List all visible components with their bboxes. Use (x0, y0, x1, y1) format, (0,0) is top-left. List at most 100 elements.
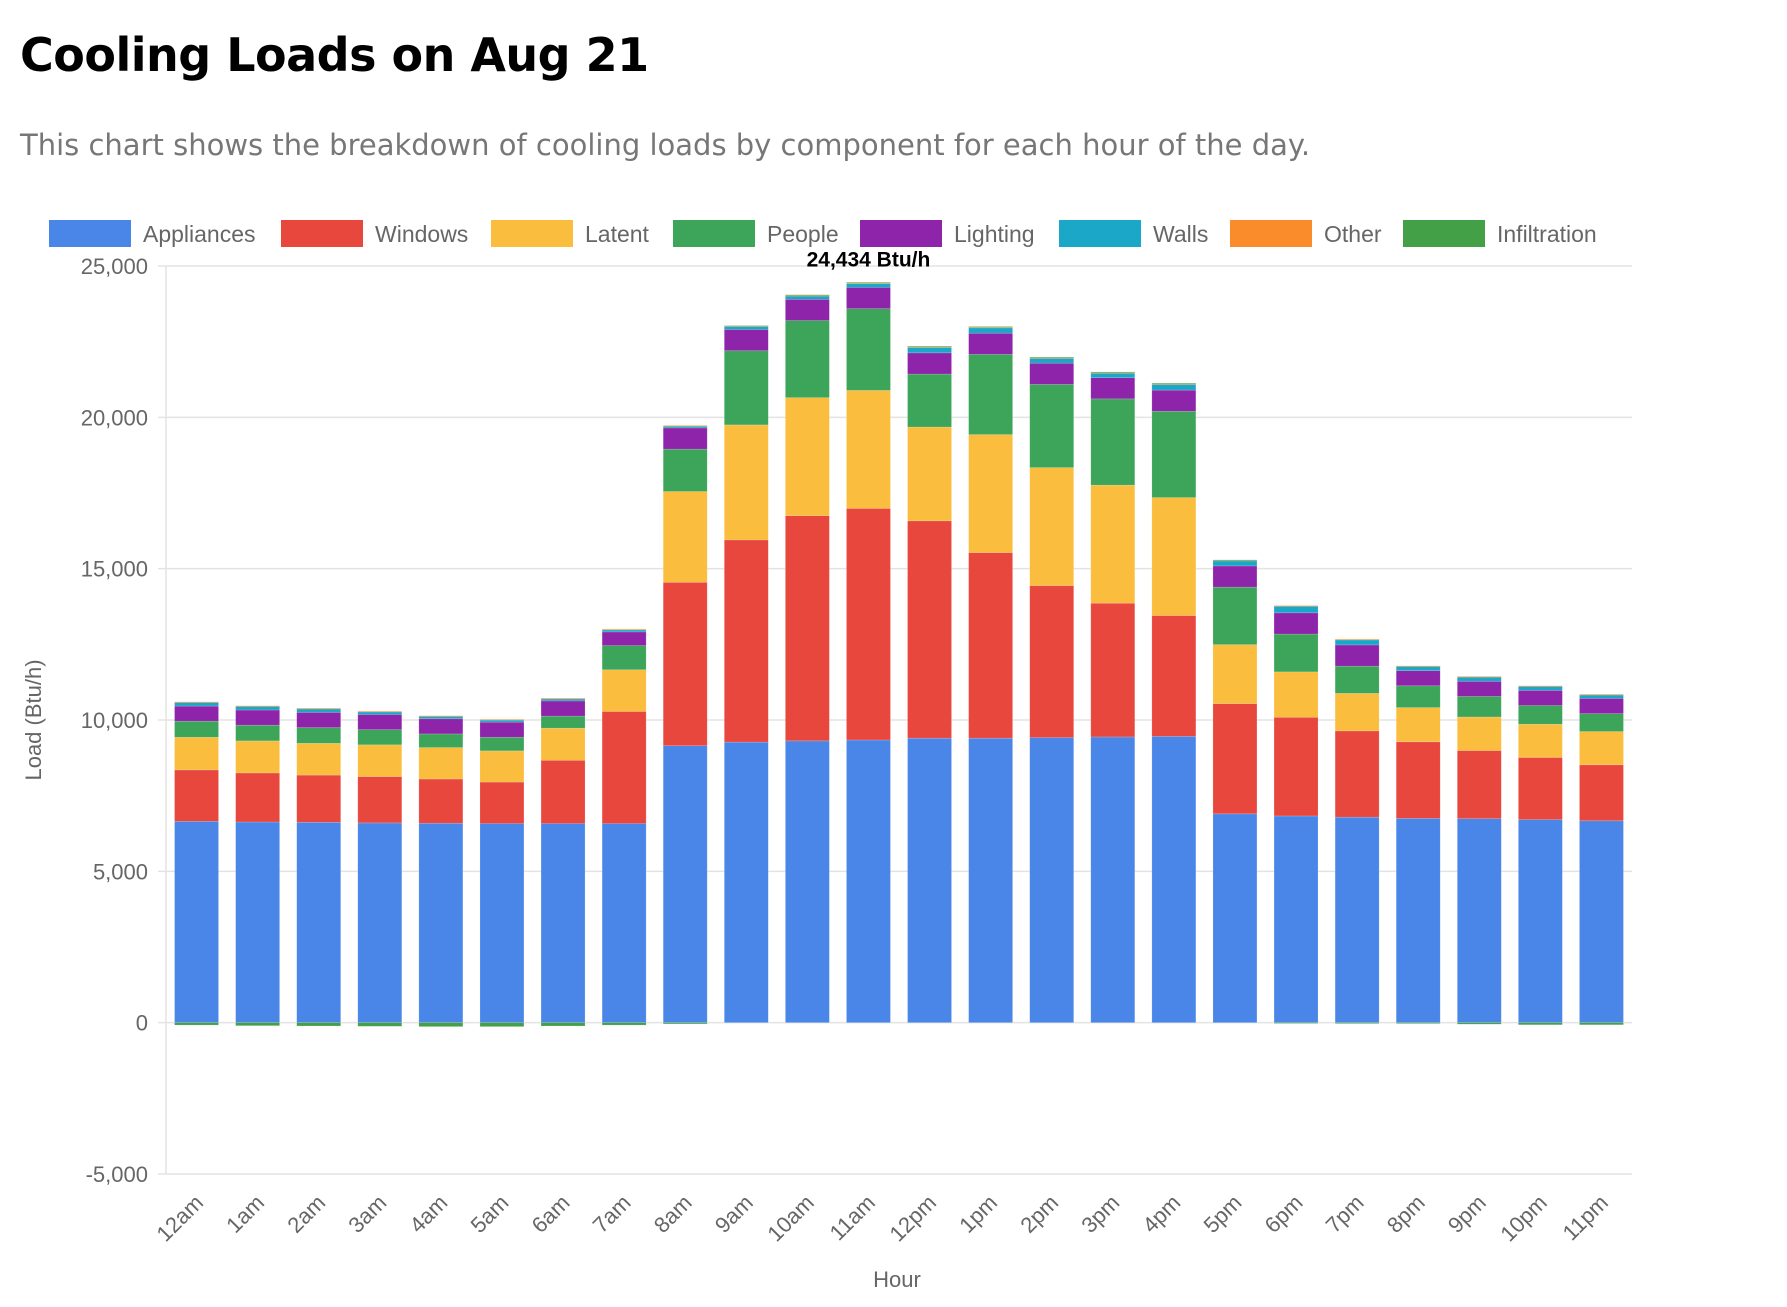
bar-people-4pm[interactable] (1151, 410, 1197, 498)
bar-other-8pm[interactable] (1395, 665, 1441, 667)
bar-infiltration-4am[interactable] (418, 1022, 464, 1027)
bar-latent-6am[interactable] (540, 727, 586, 761)
bar-appliances-1am[interactable] (235, 821, 280, 1023)
bar-walls-10pm[interactable] (1518, 686, 1563, 691)
bar-people-3am[interactable] (357, 729, 403, 746)
bar-latent-7pm[interactable] (1334, 693, 1380, 732)
bar-infiltration-6am[interactable] (540, 1022, 586, 1027)
bar-windows-5pm[interactable] (1212, 703, 1258, 815)
bar-latent-2am[interactable] (296, 743, 341, 776)
bar-latent-9pm[interactable] (1457, 716, 1502, 751)
bar-lighting-5pm[interactable] (1212, 565, 1258, 588)
bar-appliances-3am[interactable] (357, 822, 403, 1023)
bar-latent-5am[interactable] (479, 750, 525, 783)
bar-stack-5pm[interactable] (1212, 559, 1258, 1023)
bar-appliances-7pm[interactable] (1334, 816, 1380, 1023)
bar-other-12am[interactable] (174, 701, 219, 703)
bar-other-6pm[interactable] (1273, 605, 1319, 607)
bar-windows-6pm[interactable] (1273, 716, 1319, 817)
bar-stack-10am[interactable] (785, 294, 830, 1023)
bar-lighting-3pm[interactable] (1090, 377, 1136, 400)
bar-lighting-12am[interactable] (174, 705, 219, 722)
bar-people-6pm[interactable] (1273, 633, 1319, 673)
bar-latent-4am[interactable] (418, 747, 464, 780)
bar-windows-8pm[interactable] (1395, 741, 1441, 819)
bar-walls-8pm[interactable] (1395, 666, 1441, 671)
bar-other-1am[interactable] (235, 705, 280, 707)
bar-stack-6am[interactable] (540, 697, 586, 1027)
bar-stack-2pm[interactable] (1029, 356, 1074, 1023)
bar-windows-7pm[interactable] (1334, 730, 1380, 818)
bar-walls-3pm[interactable] (1090, 372, 1136, 378)
bar-stack-4pm[interactable] (1151, 382, 1197, 1023)
bar-other-9pm[interactable] (1457, 676, 1502, 678)
bar-latent-8am[interactable] (662, 491, 708, 583)
bar-infiltration-2am[interactable] (296, 1022, 341, 1027)
bar-stack-3pm[interactable] (1090, 371, 1136, 1023)
bar-lighting-12pm[interactable] (907, 352, 952, 375)
bar-lighting-7am[interactable] (601, 631, 647, 646)
bar-people-10am[interactable] (785, 320, 830, 398)
bar-stack-1am[interactable] (235, 705, 280, 1026)
bar-walls-7pm[interactable] (1334, 639, 1380, 646)
bar-lighting-3am[interactable] (357, 714, 403, 730)
bar-windows-1am[interactable] (235, 772, 280, 823)
bar-infiltration-9am[interactable] (724, 325, 769, 327)
bar-lighting-4am[interactable] (418, 718, 464, 735)
bar-stack-12pm[interactable] (907, 345, 952, 1023)
bar-other-10pm[interactable] (1518, 685, 1563, 687)
bar-people-5am[interactable] (479, 736, 525, 752)
bar-windows-1pm[interactable] (968, 552, 1013, 739)
bar-windows-12pm[interactable] (907, 520, 952, 739)
bar-windows-3am[interactable] (357, 776, 403, 824)
bar-lighting-10pm[interactable] (1518, 690, 1563, 706)
bar-latent-1pm[interactable] (968, 434, 1013, 553)
bar-walls-9pm[interactable] (1457, 676, 1502, 682)
bar-people-12pm[interactable] (907, 373, 952, 428)
bar-stack-9pm[interactable] (1457, 676, 1502, 1025)
bar-stack-1pm[interactable] (968, 326, 1013, 1023)
bar-people-2am[interactable] (296, 727, 341, 744)
bar-stack-10pm[interactable] (1518, 685, 1563, 1026)
bar-people-4am[interactable] (418, 733, 464, 748)
bar-latent-7am[interactable] (601, 669, 647, 712)
bar-other-4am[interactable] (418, 715, 464, 717)
bar-lighting-10am[interactable] (785, 298, 830, 321)
bar-appliances-1pm[interactable] (968, 737, 1013, 1023)
bar-appliances-4am[interactable] (418, 822, 464, 1023)
bar-windows-2pm[interactable] (1029, 585, 1074, 738)
bar-appliances-10pm[interactable] (1518, 819, 1563, 1023)
bar-stack-5am[interactable] (479, 719, 525, 1027)
bar-people-12am[interactable] (174, 720, 219, 738)
bar-infiltration-11pm[interactable] (1579, 1022, 1624, 1026)
bar-lighting-9pm[interactable] (1457, 680, 1502, 697)
bar-windows-11am[interactable] (846, 508, 891, 741)
bar-lighting-2pm[interactable] (1029, 362, 1074, 385)
bar-windows-4am[interactable] (418, 778, 464, 824)
bar-windows-6am[interactable] (540, 759, 586, 824)
bar-latent-11am[interactable] (846, 390, 891, 509)
bar-appliances-11pm[interactable] (1579, 820, 1624, 1023)
bar-stack-4am[interactable] (418, 715, 464, 1027)
bar-people-10pm[interactable] (1518, 705, 1563, 725)
bar-stack-6pm[interactable] (1273, 605, 1319, 1024)
bar-lighting-8pm[interactable] (1395, 670, 1441, 687)
bar-walls-10am[interactable] (785, 295, 830, 300)
bar-stack-8am[interactable] (662, 425, 708, 1025)
bar-infiltration-7pm[interactable] (1334, 1022, 1380, 1024)
bar-appliances-5am[interactable] (479, 823, 525, 1023)
bar-people-6am[interactable] (540, 715, 586, 729)
legend-item-other[interactable]: Other (1230, 220, 1382, 247)
bar-appliances-8pm[interactable] (1395, 818, 1441, 1023)
bar-people-7pm[interactable] (1334, 665, 1380, 694)
bar-infiltration-1am[interactable] (235, 1022, 280, 1026)
bar-walls-12am[interactable] (174, 702, 219, 707)
bar-latent-9am[interactable] (724, 424, 769, 541)
bar-people-11am[interactable] (846, 308, 891, 391)
bar-appliances-9pm[interactable] (1457, 818, 1502, 1023)
legend-item-lighting[interactable]: Lighting (860, 220, 1035, 247)
bar-stack-9am[interactable] (724, 325, 769, 1023)
bar-appliances-5pm[interactable] (1212, 813, 1258, 1023)
bar-appliances-4pm[interactable] (1151, 736, 1197, 1023)
bar-other-3am[interactable] (357, 710, 403, 713)
